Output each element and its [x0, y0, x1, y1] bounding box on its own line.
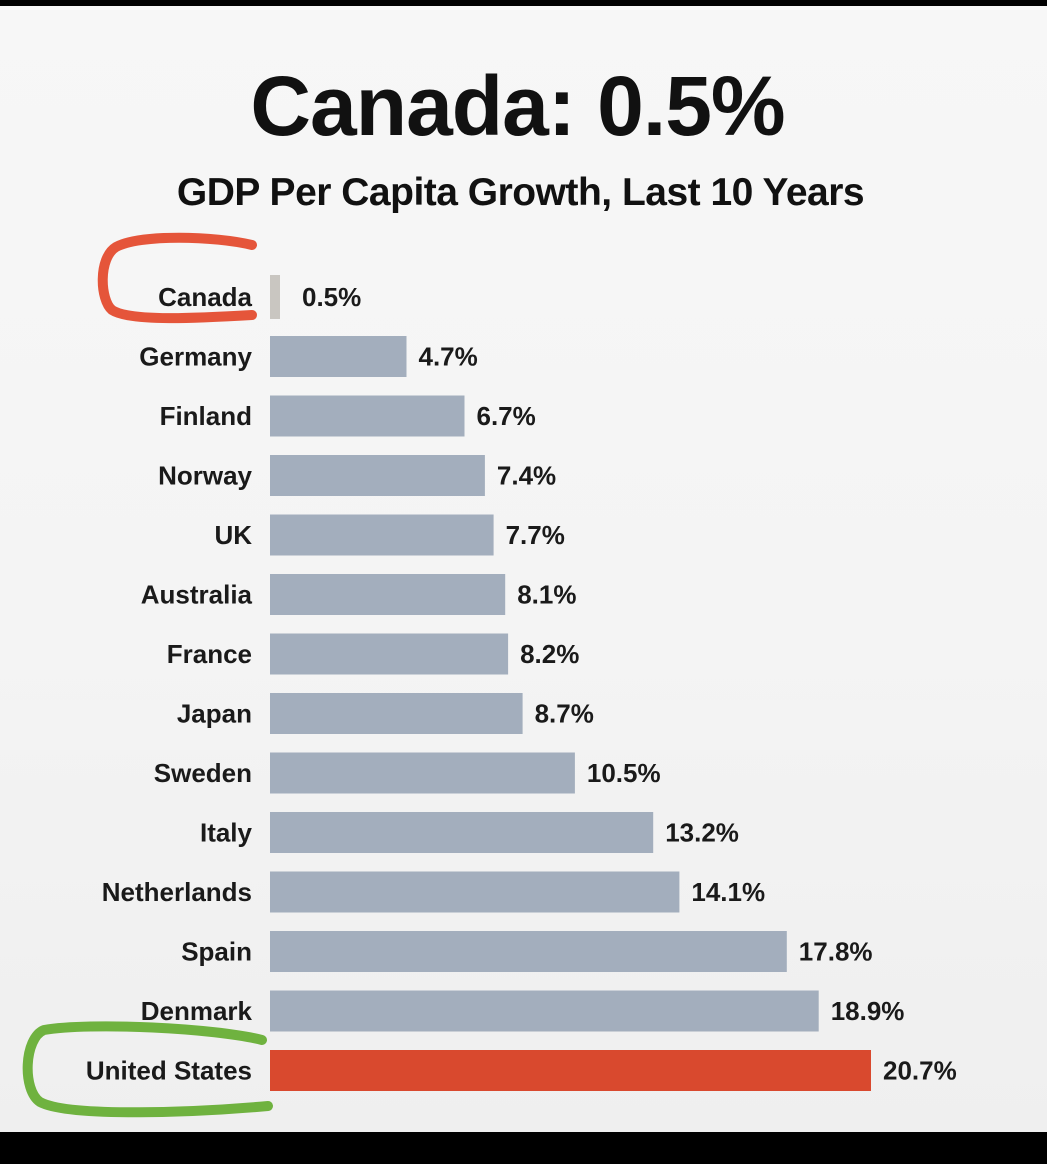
bottom-black-bar: [0, 1132, 1047, 1164]
bar-denmark: [270, 990, 819, 1032]
bar-norway: [270, 455, 485, 496]
category-label-spain: Spain: [181, 937, 252, 967]
value-labels: 0.5% 4.7% 6.7% 7.4% 7.7% 8.1% 8.2% 8.7% 10.5%13.…: [302, 282, 957, 1086]
category-label-france: France: [167, 639, 252, 669]
value-label-netherlands: 14.1%: [691, 877, 765, 907]
bar-finland: [270, 395, 465, 437]
value-label-finland: 6.7%: [477, 401, 536, 431]
value-label-spain: 17.8%: [799, 937, 873, 967]
bar-canada: [270, 275, 280, 319]
bar-spain: [270, 931, 787, 972]
value-label-italy: 13.2%: [665, 818, 739, 848]
bar-france: [270, 633, 509, 675]
value-label-australia: 8.1%: [517, 580, 576, 610]
value-label-united-states: 20.7%: [883, 1056, 957, 1086]
annotations: [22, 232, 273, 1118]
category-label-united-states: United States: [86, 1056, 252, 1086]
category-label-netherlands: Netherlands: [102, 877, 252, 907]
chart-subtitle: GDP Per Capita Growth, Last 10 Years: [176, 171, 865, 214]
category-label-uk: UK: [214, 520, 252, 550]
category-label-denmark: Denmark: [141, 996, 253, 1026]
bar-netherlands: [270, 871, 680, 913]
category-label-italy: Italy: [200, 818, 253, 848]
category-label-australia: Australia: [141, 580, 253, 610]
bar-italy: [270, 812, 654, 853]
category-labels: Canada Germany Finland Norway UK Australia Fra…: [86, 282, 253, 1086]
category-label-norway: Norway: [158, 461, 252, 491]
category-label-finland: Finland: [160, 401, 252, 431]
highlight-circle-united-states: [22, 1021, 273, 1118]
category-label-japan: Japan: [177, 699, 252, 729]
bar-japan: [270, 693, 523, 734]
value-label-canada: 0.5%: [302, 282, 361, 312]
value-label-japan: 8.7%: [535, 699, 594, 729]
bar-sweden: [270, 752, 575, 794]
bar-germany: [270, 336, 407, 377]
bar-united-states: [270, 1050, 871, 1091]
category-label-canada: Canada: [158, 282, 252, 312]
category-label-sweden: Sweden: [154, 758, 252, 788]
value-label-france: 8.2%: [520, 639, 579, 669]
highlight-circle-canada: [97, 232, 257, 324]
bars-layer: [270, 275, 871, 1091]
value-label-norway: 7.4%: [497, 461, 556, 491]
value-label-sweden: 10.5%: [587, 758, 661, 788]
bar-uk: [270, 514, 494, 556]
category-label-germany: Germany: [139, 342, 252, 372]
bar-australia: [270, 574, 506, 615]
value-label-denmark: 18.9%: [831, 996, 905, 1026]
value-label-germany: 4.7%: [419, 342, 478, 372]
chart-title: Canada: 0.5%: [250, 59, 785, 153]
value-label-uk: 7.7%: [506, 520, 565, 550]
